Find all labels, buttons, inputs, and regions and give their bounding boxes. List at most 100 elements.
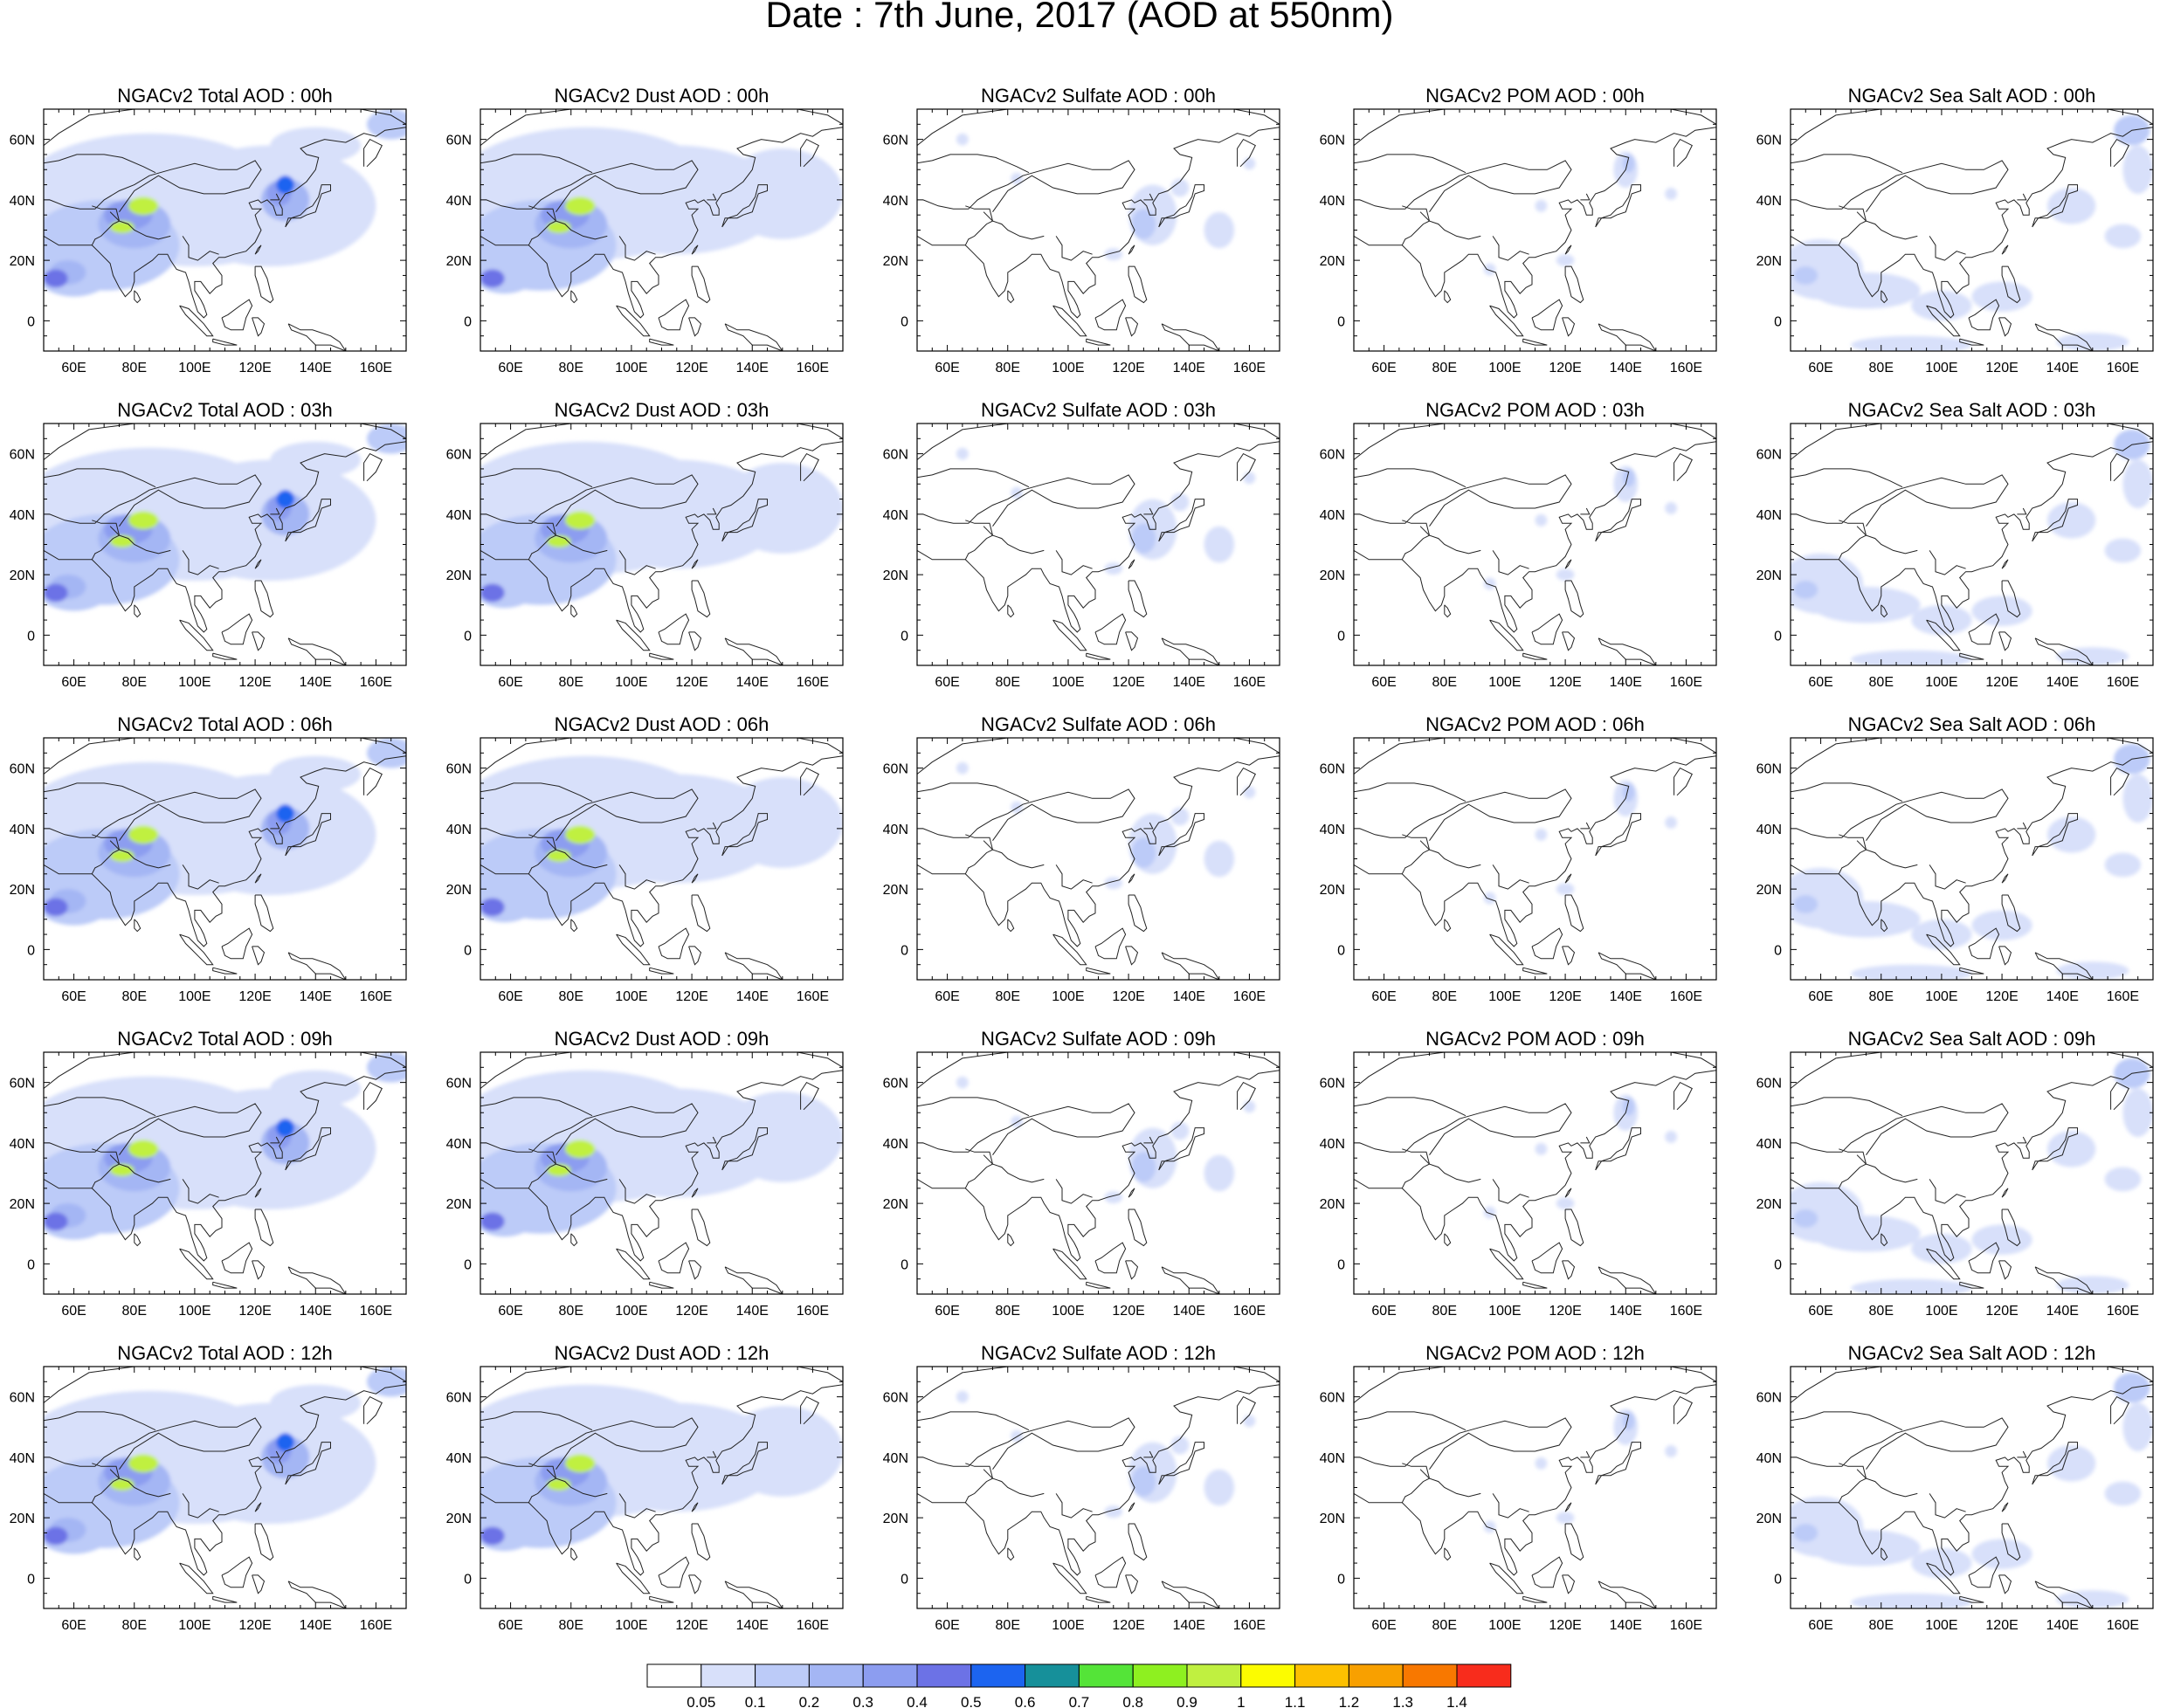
coastline bbox=[649, 652, 674, 660]
coastline bbox=[1673, 1081, 1693, 1111]
aod-patch bbox=[128, 196, 159, 216]
coastline bbox=[2017, 822, 2027, 830]
coastlines bbox=[1791, 109, 2153, 351]
lon-label: 60E bbox=[1808, 989, 1832, 1004]
aod-patch bbox=[2104, 852, 2142, 878]
coastline bbox=[1929, 550, 1966, 575]
aod-patch bbox=[1911, 1233, 1972, 1264]
aod-patch bbox=[2056, 1276, 2129, 1294]
coastline bbox=[658, 1556, 690, 1588]
coastline bbox=[1143, 822, 1154, 830]
colorbar-swatch bbox=[1240, 1663, 1296, 1688]
lat-label: 20N bbox=[10, 883, 35, 898]
lon-label: 100E bbox=[615, 1618, 647, 1633]
aod-patch bbox=[956, 1390, 969, 1403]
coastline bbox=[1354, 782, 1466, 802]
coastline bbox=[1562, 317, 1576, 337]
coastline bbox=[917, 424, 1280, 460]
coastline bbox=[691, 580, 711, 618]
coastline bbox=[1881, 919, 1888, 933]
coastline bbox=[1522, 1281, 1548, 1289]
coastline bbox=[1791, 755, 2153, 947]
aod-patch bbox=[1665, 816, 1678, 829]
aod-patch bbox=[1170, 807, 1190, 826]
colorbar-label: 0.5 bbox=[961, 1694, 982, 1708]
coastline bbox=[480, 468, 593, 488]
lat-label: 0 bbox=[901, 629, 908, 644]
lat-label: 40N bbox=[10, 194, 35, 209]
aod-field bbox=[1791, 1372, 2153, 1608]
coastline bbox=[1444, 919, 1452, 933]
map-panel: NGACv2 Total AOD : 06h 60E 80E 100E 120E 140E… bbox=[10, 713, 407, 1004]
coastline bbox=[1052, 305, 1087, 337]
coastline bbox=[2017, 1136, 2027, 1144]
coastline bbox=[917, 441, 1280, 633]
coastline bbox=[2001, 873, 2009, 884]
panel-title: NGACv2 Dust AOD : 03h bbox=[555, 399, 769, 421]
lat-label: 40N bbox=[883, 1137, 908, 1152]
coastline bbox=[480, 109, 843, 146]
coastline bbox=[285, 1442, 331, 1485]
coastline bbox=[480, 1097, 593, 1117]
coastline bbox=[1401, 1463, 1431, 1504]
aod-patch bbox=[1971, 910, 2032, 940]
coastline bbox=[964, 205, 994, 246]
lat-label: 20N bbox=[446, 883, 472, 898]
coastline bbox=[1359, 160, 1572, 212]
coastline bbox=[44, 738, 406, 775]
lon-label: 100E bbox=[615, 675, 647, 690]
aod-patch bbox=[367, 109, 406, 140]
lat-label: 60N bbox=[883, 762, 908, 777]
lon-label: 160E bbox=[797, 675, 829, 690]
lon-label: 60E bbox=[498, 361, 522, 375]
coastline bbox=[721, 184, 768, 228]
lat-label: 20N bbox=[1756, 1512, 1782, 1526]
coastline bbox=[1094, 1242, 1127, 1274]
aod-patch bbox=[480, 1181, 542, 1237]
coastline bbox=[179, 305, 214, 337]
coastlines bbox=[44, 738, 406, 980]
lat-label: 20N bbox=[883, 1512, 908, 1526]
coastline bbox=[1055, 1179, 1093, 1204]
coastline bbox=[285, 813, 331, 857]
lat-label: 0 bbox=[464, 943, 472, 958]
lat-label: 20N bbox=[883, 1197, 908, 1212]
lon-label: 100E bbox=[178, 675, 210, 690]
lon-label: 100E bbox=[615, 361, 647, 375]
aod-patch bbox=[1665, 188, 1678, 200]
coastline bbox=[480, 127, 843, 319]
lon-label: 60E bbox=[935, 361, 959, 375]
aod-patch bbox=[956, 133, 969, 146]
lon-label: 60E bbox=[61, 675, 86, 690]
aod-patch bbox=[1243, 472, 1256, 485]
coastline bbox=[618, 1493, 656, 1519]
panel-title: NGACv2 Dust AOD : 09h bbox=[555, 1028, 769, 1050]
coastline bbox=[724, 1581, 783, 1608]
lon-label: 160E bbox=[797, 1618, 829, 1633]
map-panel: NGACv2 Dust AOD : 00h 60E 80E 100E 120E 140E 1… bbox=[446, 85, 844, 375]
coastline bbox=[1998, 317, 2012, 337]
lon-label: 160E bbox=[2107, 989, 2139, 1004]
colorbar-swatch bbox=[1348, 1663, 1404, 1688]
lon-label: 120E bbox=[675, 989, 707, 1004]
coastline bbox=[1959, 1281, 1984, 1289]
lon-label: 140E bbox=[2046, 675, 2079, 690]
coastline bbox=[179, 1248, 214, 1280]
coastline bbox=[2032, 1442, 2078, 1485]
coastline bbox=[1354, 1367, 1716, 1403]
aod-patch bbox=[2056, 647, 2129, 665]
panel-title: NGACv2 POM AOD : 12h bbox=[1425, 1342, 1645, 1364]
coastline bbox=[2001, 1209, 2021, 1247]
lat-label: 20N bbox=[446, 1197, 472, 1212]
lat-label: 0 bbox=[1774, 1572, 1782, 1587]
coastline bbox=[480, 441, 843, 633]
coastline bbox=[1598, 1581, 1657, 1608]
lon-label: 80E bbox=[1432, 1618, 1457, 1633]
lon-label: 160E bbox=[1233, 1304, 1266, 1319]
map-panel: NGACv2 Total AOD : 09h 60E 80E 100E 120E 140E… bbox=[10, 1028, 407, 1319]
coastline bbox=[252, 1574, 266, 1594]
coastline bbox=[1128, 1209, 1148, 1247]
coastline bbox=[917, 1384, 1280, 1576]
lon-label: 140E bbox=[2046, 1618, 2079, 1633]
aod-patch bbox=[367, 738, 406, 768]
